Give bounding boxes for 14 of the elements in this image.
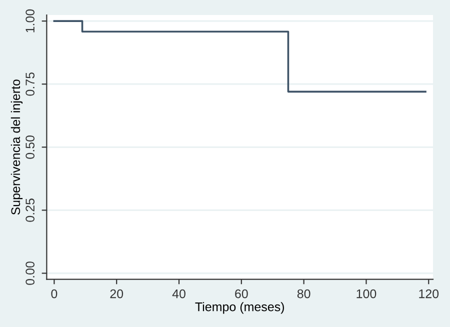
y-tick-label: 0.50 — [26, 135, 35, 159]
x-axis-title: Tiempo (meses) — [195, 302, 284, 314]
x-tick-label: 60 — [235, 289, 248, 298]
x-tick-label: 80 — [297, 289, 310, 298]
y-axis-title: Supervivencia del injerto — [10, 80, 23, 215]
y-tick-label: 0.25 — [26, 198, 35, 222]
x-tick-label: 120 — [419, 289, 439, 298]
x-tick-label: 100 — [356, 289, 376, 298]
x-tick-label: 40 — [172, 289, 186, 298]
y-tick-label: 0.75 — [26, 72, 35, 96]
y-tick-label: 0.00 — [26, 262, 35, 285]
y-tick-label: 1.00 — [26, 9, 35, 32]
x-tick-label: 20 — [110, 289, 124, 298]
x-tick-label: 0 — [51, 289, 58, 298]
